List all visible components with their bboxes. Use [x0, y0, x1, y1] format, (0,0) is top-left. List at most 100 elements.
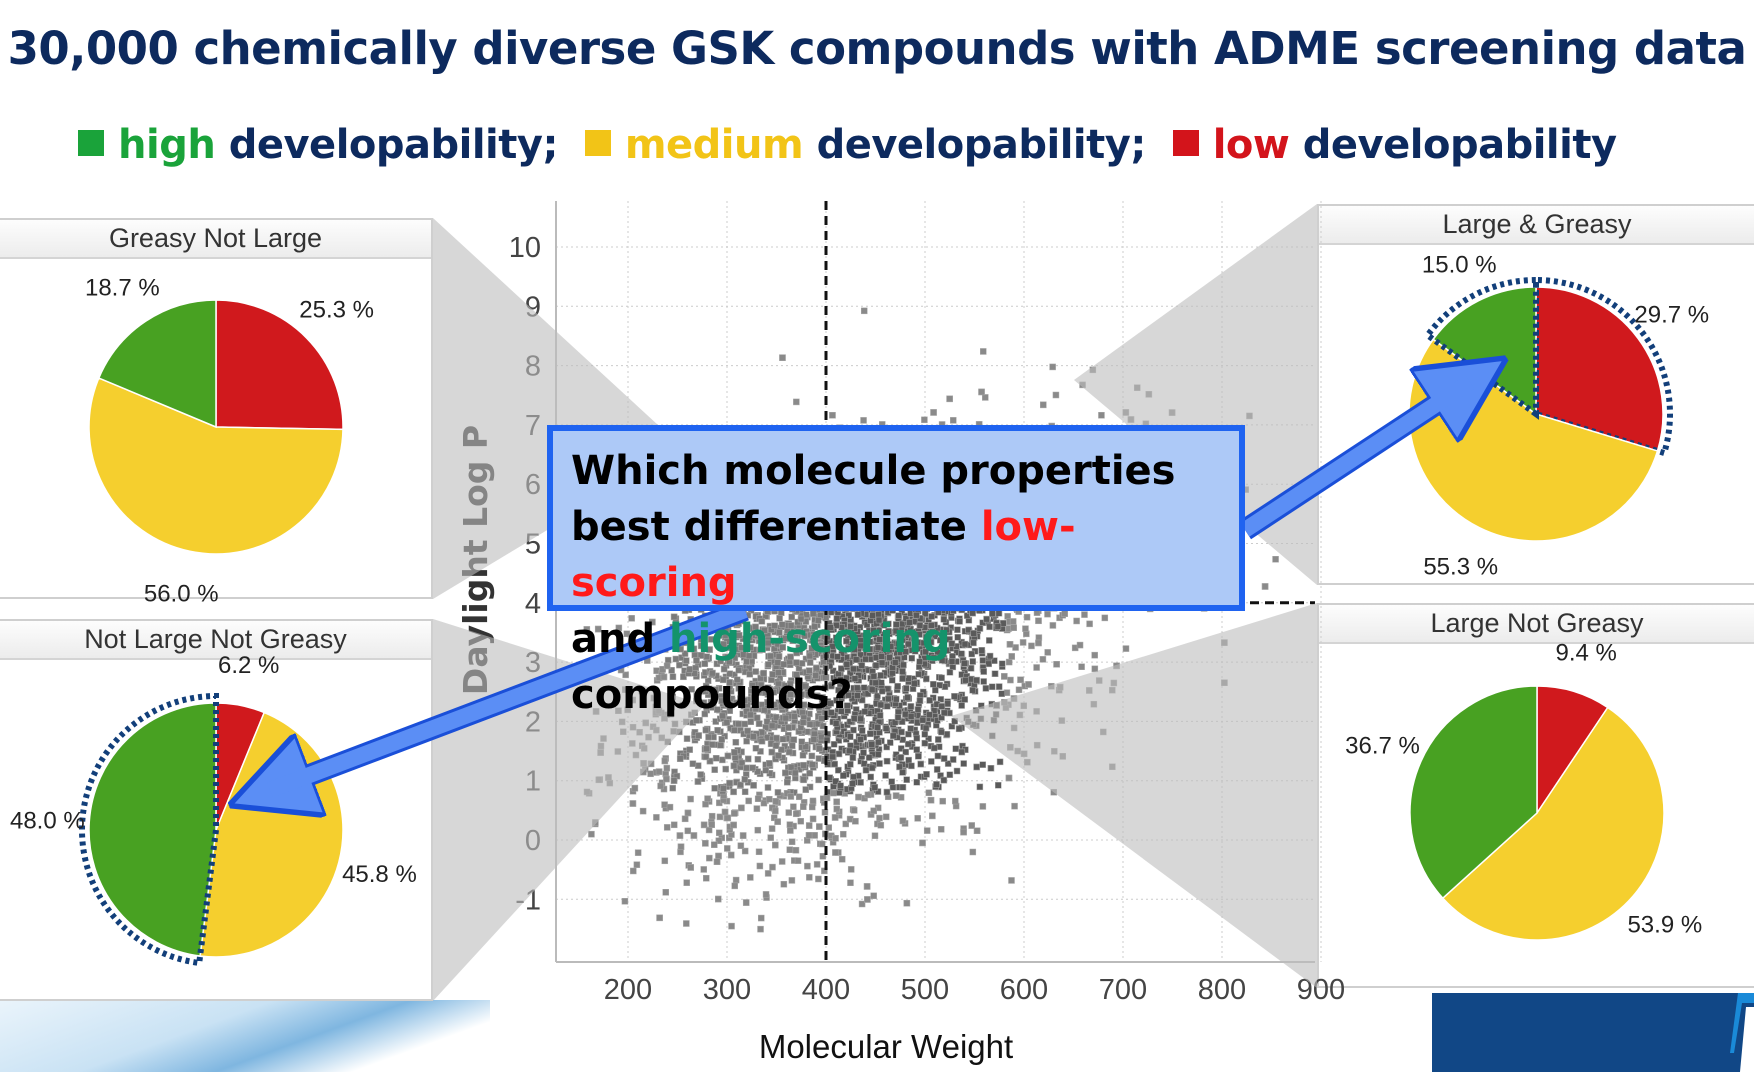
scatter-point	[808, 803, 816, 811]
scatter-point	[1007, 676, 1014, 684]
scatter-point	[1022, 625, 1029, 632]
scatter-point	[800, 761, 807, 769]
scatter-point	[750, 733, 757, 740]
scatter-point	[876, 814, 883, 822]
scatter-point	[629, 800, 637, 807]
scatter-point	[816, 745, 823, 752]
pie-value-label: 29.7 %	[1634, 301, 1709, 328]
scatter-point	[695, 732, 702, 739]
scatter-point	[888, 778, 895, 785]
scatter-point	[938, 728, 945, 736]
scatter-point	[720, 785, 727, 792]
scatter-point	[818, 840, 826, 848]
scatter-point	[805, 822, 813, 829]
scatter-point	[721, 808, 729, 816]
pie-value-label: 15.0 %	[1422, 251, 1497, 278]
scatter-point	[979, 803, 987, 810]
scatter-point	[762, 891, 770, 898]
scatter-point	[937, 636, 944, 644]
scatter-point	[754, 826, 762, 834]
pie-value-label: 18.7 %	[85, 274, 160, 301]
scatter-point	[744, 755, 752, 763]
scatter-point	[868, 764, 876, 772]
scatter-point	[697, 771, 704, 778]
scatter-point	[802, 786, 809, 793]
scatter-point	[908, 762, 915, 770]
scatter-point	[867, 773, 874, 781]
scatter-point	[923, 771, 930, 778]
scatter-point	[913, 779, 921, 786]
scatter-point	[933, 781, 940, 788]
scatter-point	[796, 677, 803, 685]
scatter-point	[866, 730, 874, 738]
scatter-point	[785, 809, 793, 816]
scatter-point	[747, 874, 754, 881]
pie-slice-high	[88, 702, 217, 957]
scatter-point	[676, 661, 683, 669]
question-line-2: best differentiate low-scoring	[571, 499, 1221, 611]
scatter-point	[978, 388, 985, 396]
scatter-point	[815, 875, 822, 883]
scatter-point	[877, 672, 884, 679]
scatter-point	[798, 738, 806, 746]
scatter-point	[743, 707, 750, 715]
scatter-point	[875, 738, 882, 746]
scatter-point	[952, 745, 960, 753]
scatter-point	[816, 823, 823, 830]
legend-low-word: low	[1212, 122, 1290, 168]
scatter-point	[1091, 651, 1098, 659]
scatter-point	[676, 755, 684, 762]
scatter-point	[1101, 614, 1109, 622]
scatter-point	[955, 725, 963, 733]
scatter-point	[829, 412, 836, 419]
scatter-point	[871, 832, 879, 839]
scatter-point	[968, 650, 975, 658]
scatter-point	[860, 417, 867, 424]
scatter-point	[767, 834, 774, 841]
scatter-point	[718, 736, 725, 743]
scatter-point	[774, 818, 781, 825]
pie-large-not-greasy: 9.4 % 53.9 % 36.7 %	[1345, 639, 1702, 941]
page-title: 30,000 chemically diverse GSK compounds …	[7, 22, 1747, 75]
scatter-point	[724, 752, 732, 760]
scatter-point	[799, 752, 807, 759]
scatter-point	[677, 645, 684, 653]
scatter-point	[647, 770, 654, 778]
scatter-point	[985, 660, 992, 668]
scatter-point	[937, 696, 945, 703]
scatter-point	[683, 735, 691, 742]
scatter-point	[899, 736, 906, 743]
scatter-point	[847, 879, 854, 887]
scatter-point	[979, 761, 987, 768]
legend-item-high: high developability;	[78, 122, 558, 168]
scatter-point	[815, 776, 822, 784]
scatter-point	[1052, 391, 1060, 399]
high-swatch-icon	[78, 130, 104, 156]
scatter-point	[939, 797, 946, 805]
scatter-point	[832, 849, 839, 856]
scatter-point	[969, 848, 977, 856]
scatter-point	[882, 724, 890, 732]
pie-value-label: 55.3 %	[1423, 553, 1498, 580]
pie-value-label: 9.4 %	[1555, 639, 1616, 666]
scatter-point	[1023, 613, 1031, 621]
scatter-point	[758, 914, 765, 922]
scatter-point	[883, 743, 890, 751]
x-tick-label: 600	[1000, 974, 1048, 1006]
scatter-point	[719, 676, 727, 684]
scatter-point	[768, 722, 776, 730]
scatter-point	[892, 792, 900, 799]
scatter-point	[791, 769, 799, 777]
scatter-point	[755, 848, 763, 856]
scatter-point	[946, 771, 954, 778]
scatter-point	[747, 644, 754, 651]
scatter-point	[852, 817, 859, 825]
scatter-point	[877, 821, 885, 829]
scatter-point	[850, 726, 857, 734]
scatter-point	[764, 784, 772, 791]
scatter-point	[690, 832, 698, 839]
scatter-point	[982, 394, 989, 401]
scatter-point	[683, 879, 690, 886]
scatter-point	[788, 613, 795, 621]
low-swatch-icon	[1172, 130, 1199, 156]
